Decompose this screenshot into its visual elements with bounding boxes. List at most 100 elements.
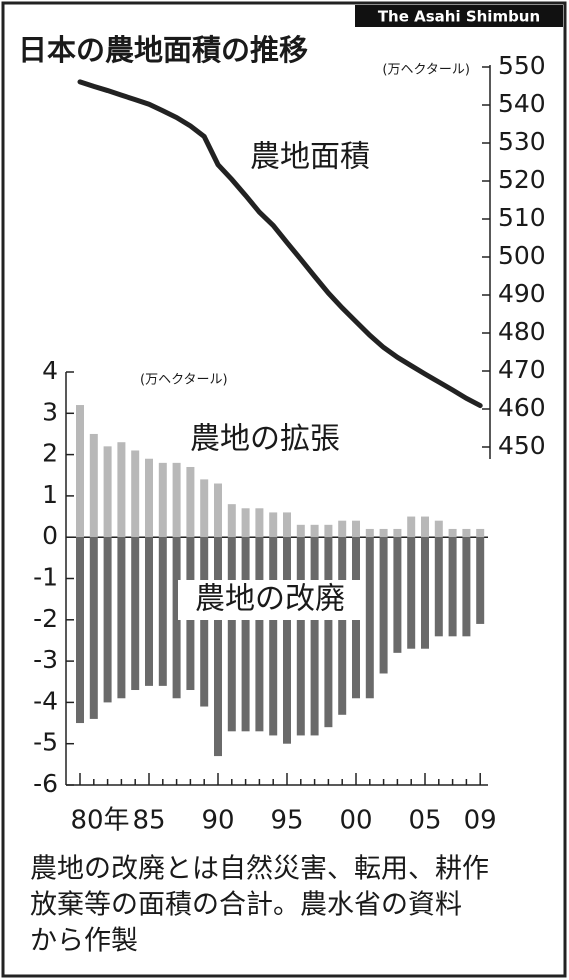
bar <box>200 537 209 707</box>
x-tick-label: 90 <box>201 806 234 836</box>
bar <box>89 433 98 538</box>
note: から作製 <box>30 926 138 957</box>
bar <box>448 528 457 538</box>
bar <box>365 528 374 538</box>
bar <box>310 537 319 736</box>
bar <box>145 537 153 686</box>
y-tick-label: 3 <box>42 397 58 426</box>
bar <box>434 537 443 637</box>
chart-title: 日本の農地面積の推移 <box>18 33 308 67</box>
bar <box>462 537 471 637</box>
bar <box>241 508 250 538</box>
bar <box>241 537 250 732</box>
y-tick-label: 460 <box>498 393 546 422</box>
bar <box>476 528 485 538</box>
y-tick-label: 450 <box>498 431 546 460</box>
bar <box>393 528 402 538</box>
y-tick-label: 530 <box>498 127 546 156</box>
x-tick-label: 80年 <box>70 806 129 836</box>
bar <box>227 504 236 538</box>
y-tick-label: 470 <box>498 355 546 384</box>
y-tick-label: 490 <box>498 279 546 308</box>
bar <box>379 537 388 674</box>
bar <box>89 537 98 719</box>
bar <box>476 537 485 624</box>
bar <box>145 458 153 538</box>
bar <box>421 537 429 649</box>
y-axis-label: (万ヘクタール) <box>382 63 470 78</box>
y-tick-label: 510 <box>498 203 546 232</box>
bar <box>407 537 416 649</box>
y-tick-label: 500 <box>498 241 546 270</box>
series-label: 農地面積 <box>250 140 370 175</box>
bar <box>103 446 112 538</box>
bar <box>283 512 291 538</box>
y-tick-label: 2 <box>42 439 58 468</box>
note: 放棄等の面積の合計。農水省の資料 <box>30 890 462 921</box>
x-tick-label: 00 <box>339 806 372 836</box>
bar <box>186 466 195 538</box>
bar <box>255 508 264 538</box>
bar <box>365 537 374 699</box>
y-tick-label: 1 <box>42 480 58 509</box>
bar <box>434 520 443 538</box>
bar <box>448 537 457 637</box>
bar <box>296 524 305 538</box>
bar <box>214 483 222 538</box>
y-tick-label: -1 <box>33 563 58 592</box>
y-tick-label: 520 <box>498 165 546 194</box>
bar <box>338 537 347 715</box>
bar <box>296 537 305 736</box>
x-tick-label: 09 <box>464 806 497 836</box>
bar <box>283 537 291 744</box>
y-tick-label: -2 <box>33 604 58 633</box>
bar <box>200 479 209 538</box>
bar <box>76 405 84 538</box>
bar <box>324 524 333 538</box>
credit-box <box>355 5 563 27</box>
series-label: 農地の改廃 <box>195 582 345 617</box>
note: 農地の改廃とは自然災害、転用、耕作 <box>30 854 489 885</box>
bar <box>421 516 429 538</box>
bar <box>393 537 402 653</box>
bar <box>76 537 84 724</box>
bar <box>214 537 222 757</box>
bar <box>269 512 278 538</box>
bar <box>324 537 333 728</box>
y-tick-label: 540 <box>498 89 546 118</box>
y-axis-label: (万ヘクタール) <box>140 373 228 388</box>
label-bg <box>178 580 362 620</box>
bar <box>407 516 416 538</box>
bar <box>117 442 126 538</box>
bar <box>117 537 126 699</box>
y-tick-label: 550 <box>498 51 546 80</box>
y-tick-label: -5 <box>33 728 58 757</box>
bar <box>227 537 236 732</box>
bar <box>158 537 167 686</box>
label-bg <box>173 420 357 460</box>
x-tick-label: 95 <box>270 806 303 836</box>
y-tick-label: 480 <box>498 317 546 346</box>
bar <box>310 524 319 538</box>
bar <box>462 528 471 538</box>
bar <box>379 528 388 538</box>
y-tick-label: -6 <box>33 769 58 798</box>
bar <box>172 462 181 538</box>
y-tick-label: -3 <box>33 645 58 674</box>
bar <box>269 537 278 736</box>
bar <box>158 462 167 538</box>
credit: The Asahi Shimbun <box>378 8 540 26</box>
bar <box>172 537 181 699</box>
bar <box>352 520 360 538</box>
x-tick-label: 05 <box>408 806 441 836</box>
y-tick-label: 4 <box>42 356 58 385</box>
bar <box>103 537 112 703</box>
x-tick-label: 85 <box>132 806 165 836</box>
y-tick-label: -4 <box>33 686 58 715</box>
bar <box>255 537 264 732</box>
bar <box>131 537 140 691</box>
y-tick-label: 0 <box>42 521 58 550</box>
series-label: 農地の拡張 <box>190 422 340 457</box>
bar <box>338 520 347 538</box>
